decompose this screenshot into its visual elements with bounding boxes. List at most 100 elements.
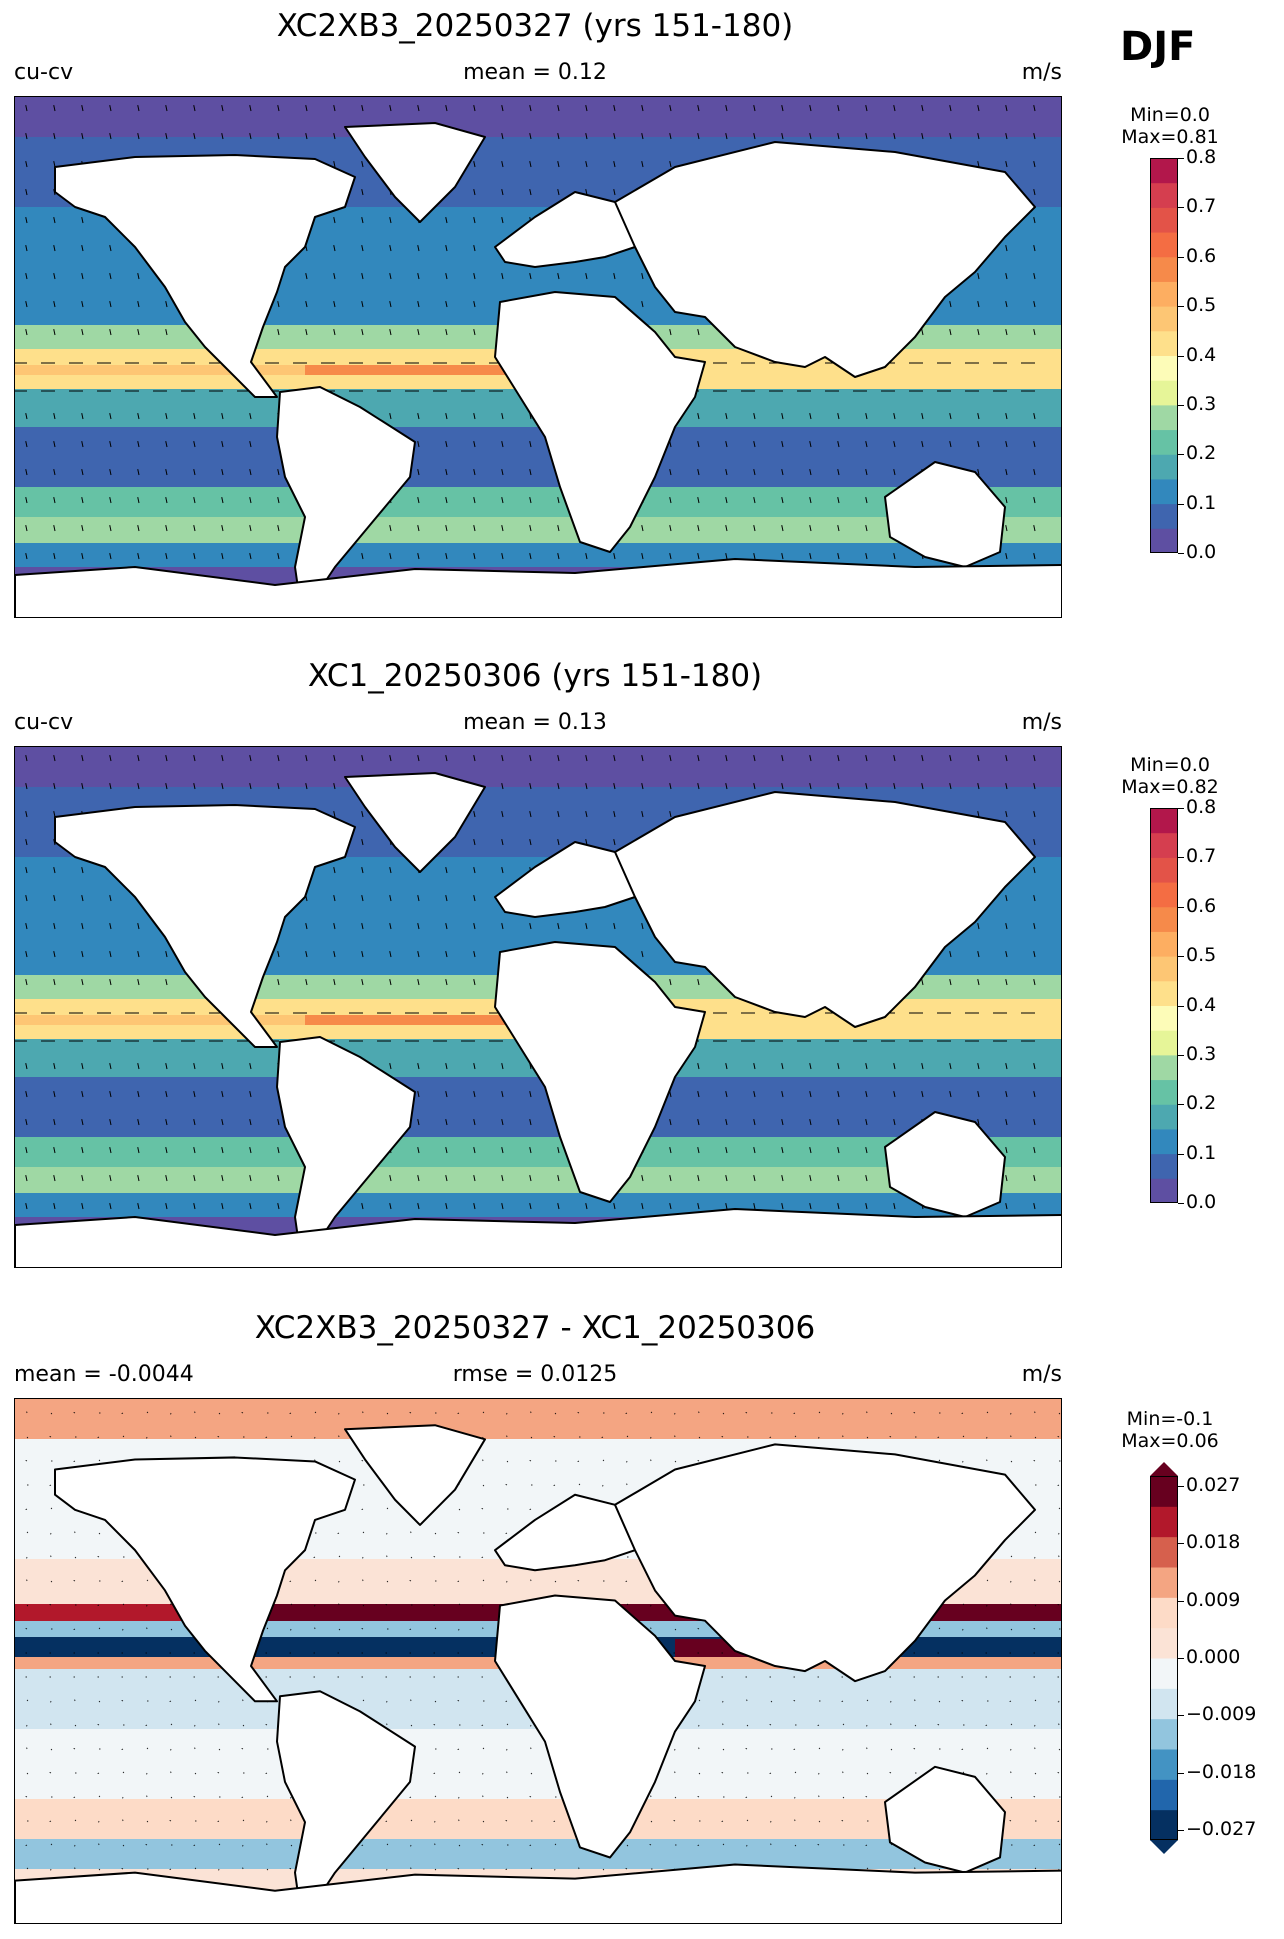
vector-arrow: [1005, 301, 1008, 308]
vector-arrow: [417, 301, 420, 308]
vector-arrow: [49, 1484, 52, 1487]
vector-arrow: [445, 553, 448, 560]
vector-arrow: [697, 497, 700, 504]
vector-arrow: [458, 1771, 461, 1774]
vector-arrow: [445, 273, 448, 280]
vector-arrow: [602, 1868, 605, 1871]
vector-arrow: [865, 1091, 868, 1098]
vector-arrow: [809, 469, 812, 476]
vector-arrow: [473, 923, 476, 930]
vector-arrow: [137, 951, 140, 958]
vector-arrow: [865, 553, 868, 560]
vector-arrow: [109, 979, 112, 986]
vector-arrow: [697, 1147, 700, 1154]
vector-arrow: [529, 1175, 532, 1182]
vector-arrow: [725, 1119, 728, 1126]
vector-arrow: [193, 783, 196, 790]
colorbar-segment: [1150, 906, 1178, 932]
vector-arrow: [529, 1203, 532, 1210]
asia-landmass: [614, 791, 1036, 1028]
vector-arrow: [277, 1119, 280, 1126]
vector-arrow: [73, 1579, 76, 1582]
vector-arrow: [409, 1628, 412, 1631]
vector-arrow: [921, 1091, 924, 1098]
vector-arrow: [137, 469, 140, 476]
vector-arrow: [1009, 1700, 1012, 1703]
vector-arrow: [434, 1532, 437, 1535]
vector-arrow: [445, 245, 448, 252]
panel-1-colorbar: [1150, 158, 1178, 554]
vector-arrow: [977, 441, 980, 448]
vector-arrow: [333, 301, 336, 308]
vector-arrow: [673, 1819, 676, 1822]
vector-arrow: [221, 1203, 224, 1210]
vector-arrow: [501, 1063, 504, 1070]
vector-arrow: [865, 1795, 868, 1798]
vector-arrow: [249, 133, 252, 140]
vector-arrow: [25, 161, 28, 168]
vector-arrow: [938, 1627, 941, 1630]
vector-arrow: [137, 979, 140, 986]
vector-arrow: [529, 1147, 532, 1154]
vector-arrow: [241, 1411, 244, 1414]
vector-arrow: [1033, 105, 1036, 112]
vector-arrow: [553, 1484, 556, 1487]
vector-arrow: [194, 1436, 197, 1439]
band-9: [15, 427, 1061, 487]
north-america-landmass: [54, 154, 356, 398]
vector-arrow: [25, 1119, 28, 1126]
vector-arrow: [753, 525, 756, 532]
vector-arrow: [1057, 1484, 1060, 1487]
vector-arrow: [121, 1699, 124, 1702]
colorbar-segment: [1150, 808, 1178, 834]
vector-arrow: [146, 1411, 149, 1414]
vector-arrow: [165, 525, 168, 532]
vector-arrow: [977, 1119, 980, 1126]
vector-arrow: [81, 525, 84, 532]
vector-arrow: [1005, 329, 1008, 336]
colorbar-tick-label: 0.000: [1186, 1646, 1241, 1668]
vector-arrow: [865, 783, 868, 790]
vector-arrow: [121, 1412, 124, 1415]
vector-arrow: [217, 1820, 220, 1823]
vector-arrow: [501, 755, 504, 762]
vector-arrow: [914, 1724, 917, 1727]
panel-3-units-label: m/s: [1021, 1362, 1062, 1387]
vector-arrow: [289, 1412, 292, 1415]
vector-arrow: [1010, 1723, 1013, 1726]
vector-arrow: [389, 867, 392, 874]
vector-arrow: [482, 1747, 485, 1750]
vector-arrow: [961, 1412, 964, 1415]
vector-arrow: [893, 105, 896, 112]
vector-arrow: [977, 105, 980, 112]
colorbar-segment: [1150, 478, 1178, 505]
vector-arrow: [361, 895, 364, 902]
colorbar-segment: [1150, 1153, 1178, 1179]
colorbar-frame: [1150, 1476, 1178, 1840]
panel-3-colorbar: [1150, 1462, 1178, 1854]
colorbar-segment: [1150, 1128, 1178, 1155]
panel-2-map: [14, 746, 1062, 1268]
vector-arrow: [53, 133, 56, 140]
panel-1-map-svg: [15, 97, 1061, 617]
vector-arrow: [613, 133, 616, 140]
west-pacific-negative-anomaly: [965, 1637, 1061, 1653]
band-11: [15, 1167, 1061, 1193]
vector-arrow: [505, 1700, 508, 1703]
vector-arrow: [641, 923, 644, 930]
vector-arrow: [53, 217, 56, 224]
panel-2-colorbar: [1150, 808, 1178, 1204]
vector-arrow: [753, 1147, 756, 1154]
vector-arrow: [25, 1063, 28, 1070]
panel-3-rmse-label: rmse = 0.0125: [452, 1362, 618, 1387]
africa-landmass: [494, 941, 706, 1203]
vector-arrow: [410, 1556, 413, 1559]
vector-arrow: [977, 301, 980, 308]
vector-arrow: [73, 1747, 76, 1750]
vector-arrow: [277, 105, 280, 112]
vector-arrow: [725, 441, 728, 448]
vector-arrow: [961, 1699, 964, 1702]
vector-arrow: [221, 133, 224, 140]
vector-arrow: [1033, 189, 1036, 196]
vector-arrow: [433, 1723, 436, 1726]
